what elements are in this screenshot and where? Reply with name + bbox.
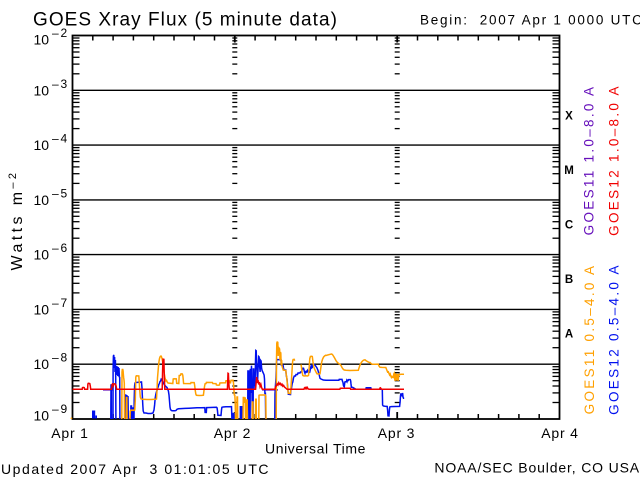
svg-text:B: B — [565, 274, 573, 286]
svg-text:–4: –4 — [52, 132, 69, 146]
svg-text:GOES12 0.5–4.0 A: GOES12 0.5–4.0 A — [607, 263, 622, 415]
svg-text:–7: –7 — [52, 296, 69, 310]
svg-text:10: 10 — [34, 137, 50, 153]
svg-text:X: X — [565, 111, 573, 123]
svg-text:–9: –9 — [52, 402, 69, 416]
svg-text:Apr 2: Apr 2 — [214, 425, 251, 441]
svg-text:Universal Time: Universal Time — [265, 441, 366, 457]
svg-text:GOES Xray Flux (5 minute data): GOES Xray Flux (5 minute data) — [33, 10, 338, 31]
svg-text:NOAA/SEC Boulder, CO USA: NOAA/SEC Boulder, CO USA — [434, 460, 640, 476]
svg-text:M: M — [564, 165, 574, 177]
svg-text:10: 10 — [34, 301, 50, 317]
svg-text:Updated 2007 Apr 3 01:01:05 U: Updated 2007 Apr 3 01:01:05 UTC — [1, 461, 270, 477]
svg-text:Apr 3: Apr 3 — [378, 425, 415, 441]
svg-text:Apr 4: Apr 4 — [541, 425, 578, 441]
svg-text:10: 10 — [34, 32, 50, 48]
svg-text:10: 10 — [34, 408, 50, 424]
svg-text:10: 10 — [34, 82, 50, 98]
svg-text:–8: –8 — [52, 351, 69, 365]
svg-text:GOES11 1.0–8.0 A: GOES11 1.0–8.0 A — [582, 85, 597, 236]
svg-text:C: C — [565, 220, 573, 232]
svg-text:10: 10 — [34, 247, 50, 263]
svg-text:–6: –6 — [52, 241, 69, 255]
svg-text:–3: –3 — [52, 77, 69, 91]
svg-text:–2: –2 — [52, 26, 69, 40]
svg-text:Begin: 2007 Apr 1 0000 UTC: Begin: 2007 Apr 1 0000 UTC — [420, 13, 640, 28]
svg-text:A: A — [565, 329, 573, 341]
svg-text:Watts m–2: Watts m–2 — [7, 170, 26, 271]
svg-text:–5: –5 — [52, 186, 69, 200]
svg-text:10: 10 — [34, 356, 50, 372]
svg-text:GOES12 1.0–8.0 A: GOES12 1.0–8.0 A — [607, 84, 622, 236]
svg-text:Apr 1: Apr 1 — [51, 425, 88, 441]
svg-text:GOES11 0.5–4.0 A: GOES11 0.5–4.0 A — [582, 264, 597, 415]
svg-text:10: 10 — [34, 192, 50, 208]
